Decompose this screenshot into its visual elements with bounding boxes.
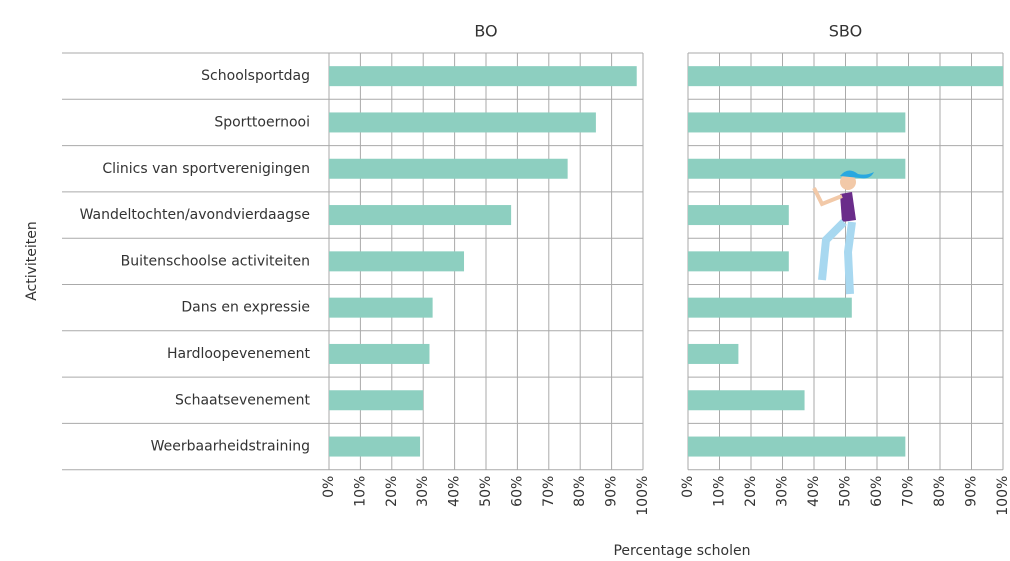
illustration xyxy=(812,170,874,295)
x-tick-label: 20% xyxy=(743,476,759,507)
bar xyxy=(688,251,789,272)
y-tick-label: Dans en expressie xyxy=(181,300,310,316)
bar xyxy=(688,390,805,411)
bar xyxy=(688,343,739,364)
x-tick-label: 60% xyxy=(869,476,885,507)
y-tick-label: Clinics van sportverenigingen xyxy=(102,161,310,177)
bar xyxy=(688,436,906,457)
y-axis-title: Activiteiten xyxy=(24,221,40,301)
y-tick-label: Wandeltochten/avondvierdaagse xyxy=(80,207,310,223)
bar xyxy=(688,112,906,133)
bar xyxy=(329,205,512,226)
x-tick-label: 20% xyxy=(384,476,400,507)
bar xyxy=(329,436,421,457)
x-tick-label: 40% xyxy=(806,476,822,507)
panel-title: SBO xyxy=(829,22,862,41)
bar xyxy=(329,390,424,411)
bar xyxy=(688,297,852,318)
x-tick-label: 50% xyxy=(838,476,854,507)
x-tick-label: 90% xyxy=(964,476,980,507)
x-tick-label: 100% xyxy=(995,476,1010,516)
bar xyxy=(329,343,430,364)
x-tick-label: 0% xyxy=(321,476,337,498)
bar xyxy=(688,66,1003,87)
x-tick-label: 70% xyxy=(541,476,557,507)
bar xyxy=(329,66,637,87)
x-tick-label: 80% xyxy=(572,476,588,507)
x-tick-label: 40% xyxy=(447,476,463,507)
x-tick-label: 100% xyxy=(635,476,651,516)
x-axis-title: Percentage scholen xyxy=(613,543,750,559)
y-tick-label: Buitenschoolse activiteiten xyxy=(121,253,310,269)
y-tick-label: Schaatsevenement xyxy=(175,392,311,408)
x-tick-label: 80% xyxy=(932,476,948,507)
bar xyxy=(688,158,906,179)
x-tick-label: 50% xyxy=(478,476,494,507)
y-tick-label: Schoolsportdag xyxy=(201,68,310,84)
x-tick-label: 90% xyxy=(604,476,620,507)
x-tick-label: 30% xyxy=(415,476,431,507)
x-tick-label: 70% xyxy=(901,476,917,507)
panel-title: BO xyxy=(474,22,497,41)
bar xyxy=(688,205,789,226)
bar xyxy=(329,158,568,179)
y-tick-label: Sporttoernooi xyxy=(214,114,310,130)
y-tick-label: Weerbaarheidstraining xyxy=(151,439,310,455)
x-tick-label: 60% xyxy=(509,476,525,507)
x-tick-label: 30% xyxy=(775,476,791,507)
x-tick-label: 10% xyxy=(352,476,368,507)
x-tick-label: 0% xyxy=(680,476,696,498)
bar xyxy=(329,251,465,272)
bar xyxy=(329,112,596,133)
x-tick-label: 10% xyxy=(712,476,728,507)
bar xyxy=(329,297,433,318)
y-tick-label: Hardloopevenement xyxy=(167,346,311,362)
